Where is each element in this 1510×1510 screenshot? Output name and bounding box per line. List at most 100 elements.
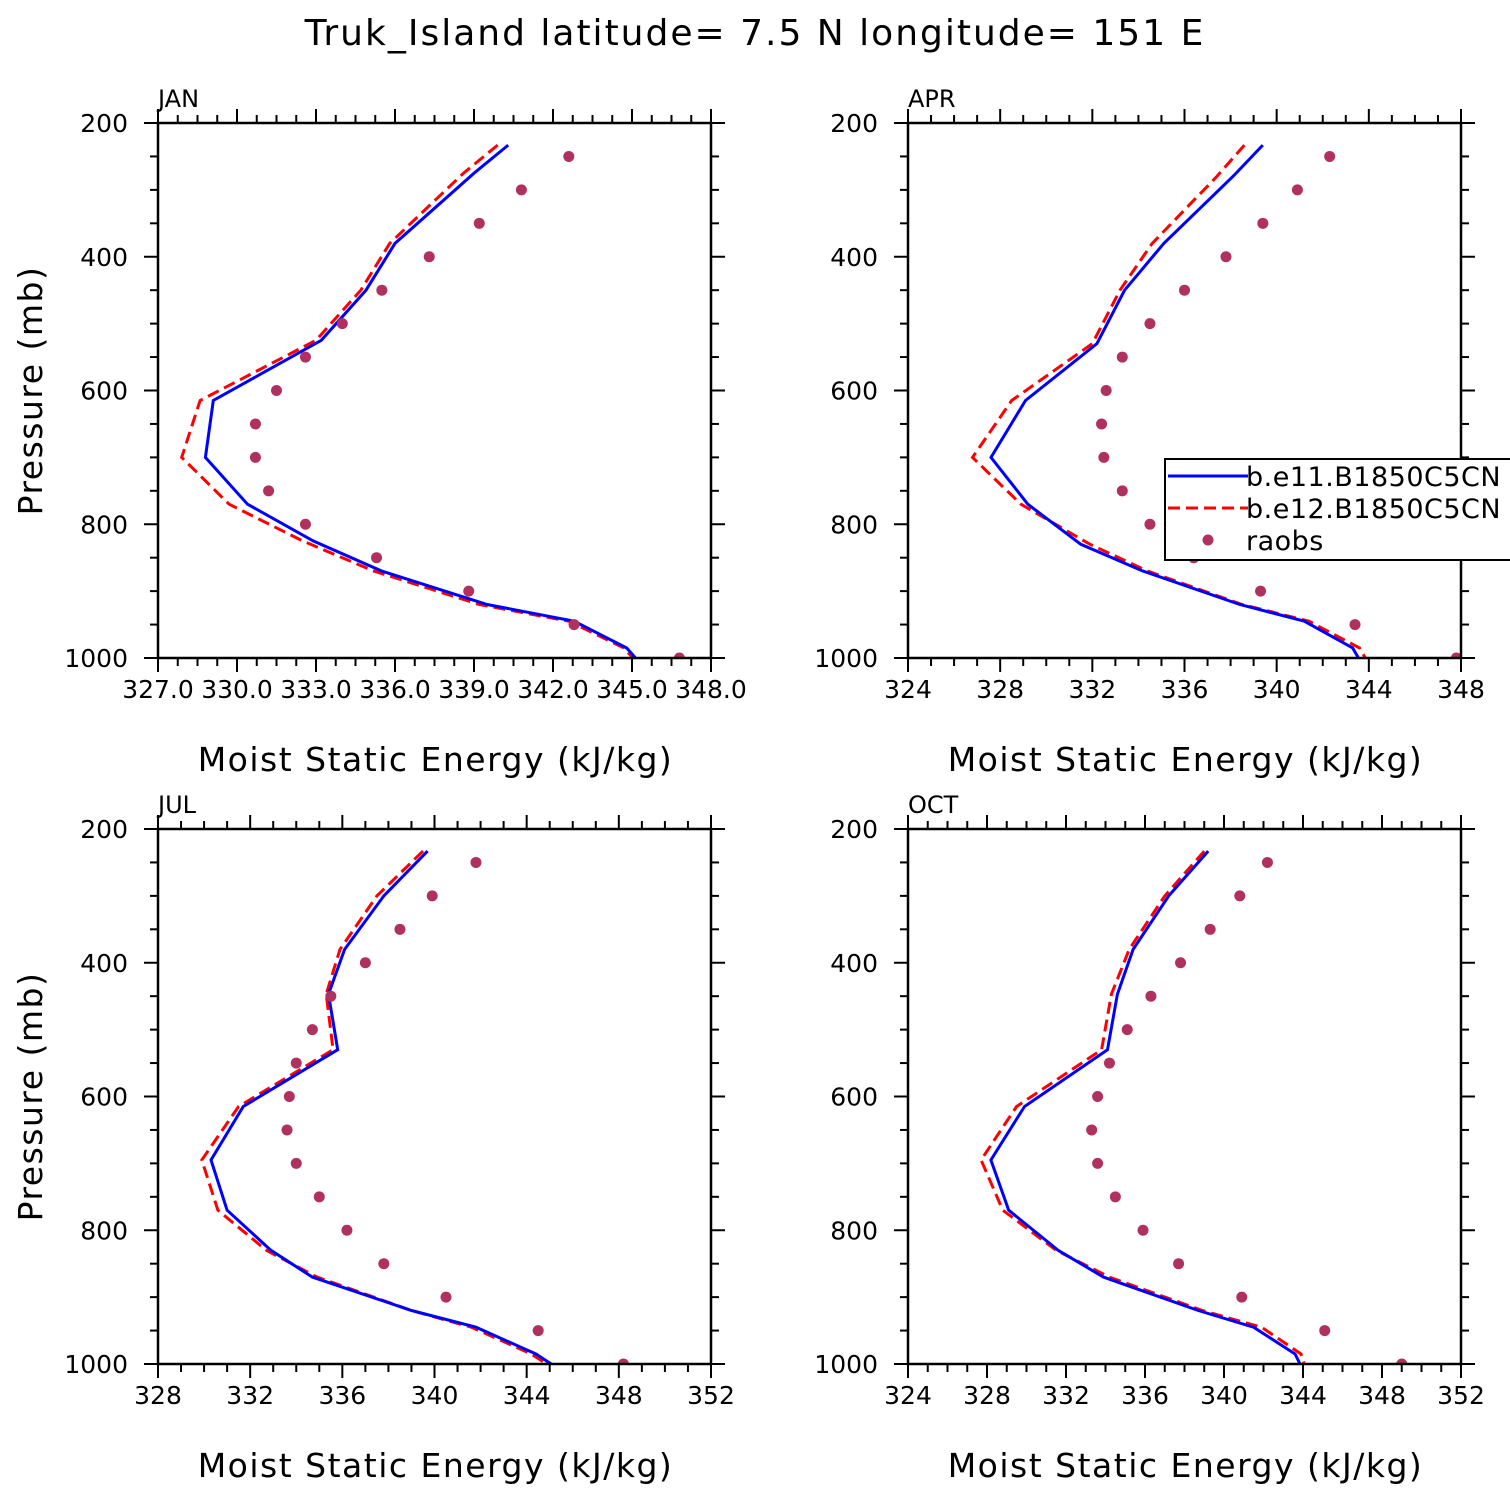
x-axis-label: Moist Static Energy (kJ/kg) [948,1446,1424,1485]
plot-frame [906,121,1463,660]
x-tick-label: 330.0 [201,675,273,704]
x-tick-label: 342.0 [517,675,589,704]
plot-frame [156,827,713,1366]
raobs-point [290,1057,302,1069]
y-tick-label: 1000 [64,644,128,673]
raobs-point [473,217,485,229]
raobs-point [1116,485,1128,497]
plot-frame [156,121,713,660]
raobs-point [313,1191,325,1203]
raobs-point [463,585,475,597]
plot-area [979,850,1408,1364]
x-tick-label: 336.0 [359,675,431,704]
raobs-point [1086,1124,1098,1136]
x-tick-label: 344 [503,1381,551,1410]
raobs-point [470,856,482,868]
x-tick-label: 348 [1437,675,1485,704]
figure-title: Truk_Island latitude= 7.5 N longitude= 1… [304,13,1206,54]
raobs-point [1092,1157,1104,1169]
raobs-point [532,1325,544,1337]
raobs-point [290,1157,302,1169]
y-tick-label: 800 [80,1216,128,1245]
y-tick-label: 1000 [814,1350,878,1379]
raobs-point [249,451,261,463]
series-line-b-e11 [209,850,554,1364]
y-tick-label: 800 [830,510,878,539]
x-tick-label: 344 [1345,675,1393,704]
y-axis-label: Pressure (mb) [11,972,50,1222]
raobs-point [306,1024,318,1036]
legend-label: raobs [1246,526,1324,557]
x-tick-label: 352 [687,1381,735,1410]
raobs-point [568,619,580,631]
x-tick-label: 348.0 [675,675,747,704]
raobs-point [299,518,311,530]
x-tick-label: 332 [1042,1381,1090,1410]
raobs-point [1204,923,1216,935]
y-tick-label: 400 [830,949,878,978]
raobs-point [673,652,685,658]
raobs-point [617,1358,629,1364]
raobs-point [1255,585,1267,597]
series-line-b-e11 [989,144,1361,658]
y-tick-label: 400 [830,243,878,272]
raobs-point [376,284,388,296]
y-tick-label: 800 [80,510,128,539]
y-axis-label: Pressure (mb) [11,266,50,516]
raobs-point [426,890,438,902]
y-tick-label: 1000 [64,1350,128,1379]
raobs-point [1179,284,1190,296]
plot-area [179,143,685,658]
x-tick-label: 336 [1121,1381,1169,1410]
y-tick-label: 200 [830,815,878,844]
raobs-point [1396,1358,1408,1364]
raobs-point [263,485,275,497]
raobs-point [1103,1057,1115,1069]
x-tick-label: 324 [884,675,932,704]
raobs-point [1450,652,1461,658]
y-tick-label: 1000 [814,644,878,673]
series-line-b-e11 [989,850,1302,1364]
raobs-point [325,990,337,1002]
plot-frame [906,827,1463,1366]
raobs-point [1116,351,1128,363]
x-axis-label: Moist Static Energy (kJ/kg) [198,1446,674,1485]
y-tick-label: 600 [830,1083,878,1112]
y-tick-label: 400 [80,949,128,978]
x-tick-label: 340 [1253,675,1301,704]
x-tick-label: 348 [595,1381,643,1410]
raobs-point [394,923,406,935]
x-tick-label: 332 [226,1381,274,1410]
x-tick-label: 333.0 [280,675,352,704]
raobs-point [378,1258,390,1270]
raobs-point [440,1291,452,1303]
raobs-point [1175,957,1187,969]
x-tick-label: 328 [976,675,1024,704]
x-tick-label: 327.0 [122,675,194,704]
raobs-point [299,351,311,363]
panel-label: APR [908,85,956,113]
raobs-point [1319,1325,1331,1337]
plot-area [970,144,1461,658]
x-axis-label: Moist Static Energy (kJ/kg) [198,740,674,779]
raobs-point [1092,1091,1104,1102]
x-tick-label: 340 [1200,1381,1248,1410]
y-tick-label: 200 [830,109,878,138]
series-line-b-e12 [200,850,550,1364]
y-tick-label: 600 [830,377,878,406]
series-line-b-e11 [203,143,638,658]
panel-label: JUL [156,791,197,819]
y-tick-label: 400 [80,243,128,272]
raobs-point [1173,1258,1185,1270]
plot-area [200,850,629,1364]
raobs-point [1236,1291,1248,1303]
raobs-point [1220,251,1232,263]
legend-marker-raobs [1202,534,1214,546]
series-line-b-e12 [179,143,635,658]
raobs-point [423,251,435,263]
raobs-point [1234,890,1246,902]
x-tick-label: 339.0 [438,675,510,704]
x-tick-label: 328 [963,1381,1011,1410]
